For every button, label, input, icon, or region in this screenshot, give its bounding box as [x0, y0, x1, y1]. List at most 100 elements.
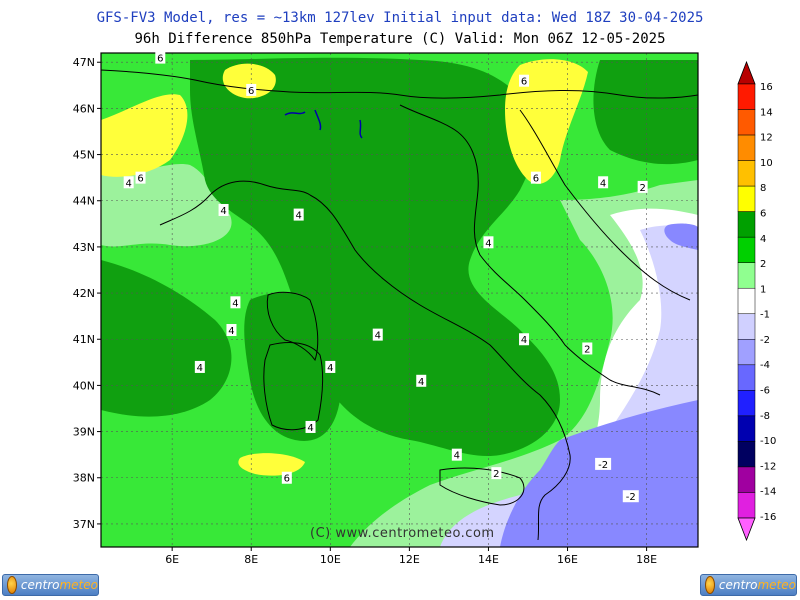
- alpine-lakes: [284, 109, 363, 139]
- centrometeo-logo-right[interactable]: centro meteo: [700, 574, 797, 596]
- contour-label-box: [416, 374, 427, 387]
- colorbar-segment: [737, 211, 756, 238]
- colorbar-segment: [737, 415, 756, 442]
- contour-label-box: [281, 471, 292, 484]
- colorbar-label: 6: [760, 208, 766, 219]
- colorbar-label: 16: [760, 82, 773, 93]
- colorbar-segment: [737, 109, 756, 136]
- contour-label-box: [598, 176, 609, 189]
- lakes: [284, 109, 363, 139]
- lat-label: 37N: [73, 518, 95, 531]
- colorbar-label: -6: [760, 386, 770, 397]
- colorbar-label: -12: [760, 461, 776, 472]
- lat-lon-grid: [101, 53, 698, 547]
- colorbar-label: 4: [760, 234, 766, 245]
- field-periwinkle-south: [500, 400, 698, 547]
- contour-label: 4: [454, 451, 460, 462]
- colorbar-segment: [737, 492, 756, 519]
- contour-label-box: [519, 333, 530, 346]
- contour-label: 4: [327, 363, 333, 374]
- colorbar-segment: [737, 134, 756, 161]
- contour-label-box: [582, 342, 593, 355]
- contour-label: 4: [521, 335, 527, 346]
- colorbar-label: 2: [760, 259, 766, 270]
- contour-label: 6: [248, 86, 254, 97]
- lon-label: 10E: [320, 553, 341, 566]
- contour-label-box: [519, 74, 530, 87]
- contour-label-box: [622, 490, 639, 503]
- contour-label: 4: [375, 331, 381, 342]
- colorbar-label: 10: [760, 158, 773, 169]
- lat-label: 41N: [73, 333, 95, 346]
- longitude-labels: 6E 8E 10E 12E 14E 16E 18E: [165, 547, 657, 566]
- temperature-field: [101, 53, 698, 547]
- colorbar-label: -1: [760, 310, 770, 321]
- contour-label: 4: [295, 211, 301, 222]
- contour-label-box: [325, 360, 336, 373]
- contour-label: 4: [307, 423, 313, 434]
- map-title-line-2: 96h Difference 850hPa Temperature (C) Va…: [134, 31, 666, 47]
- logo-globe-icon: [7, 576, 17, 594]
- field-dark-green-east: [593, 60, 698, 165]
- contour-label-box: [372, 328, 383, 341]
- colorbar-top-arrow: [737, 60, 756, 85]
- colorbar-segment: [737, 160, 756, 187]
- contour-label-box: [194, 360, 205, 373]
- colorbar-label: -2: [760, 335, 770, 346]
- colorbar-segment: [737, 236, 756, 263]
- lon-label: 14E: [478, 553, 499, 566]
- lon-label: 16E: [557, 553, 578, 566]
- colorbar-label: -8: [760, 411, 770, 422]
- lat-label: 39N: [73, 426, 95, 439]
- contour-label: 4: [418, 377, 424, 388]
- contour-label: 4: [232, 298, 238, 309]
- lat-label: 42N: [73, 287, 95, 300]
- contour-label: 6: [521, 77, 527, 88]
- contour-label: -2: [598, 460, 608, 471]
- colorbar-label: -14: [760, 487, 776, 498]
- contour-label: 6: [533, 174, 539, 185]
- contour-label-box: [595, 457, 612, 470]
- lat-label: 47N: [73, 56, 95, 69]
- colorbar-bottom-arrow: [737, 517, 756, 542]
- logo-word-1: centro: [718, 578, 758, 592]
- logo-word-2: meteo: [757, 578, 796, 592]
- colorbar-segment: [737, 441, 756, 468]
- coast-adriatic: [399, 104, 661, 396]
- coast-ligurian: [159, 180, 311, 226]
- colorbar-label: 1: [760, 284, 766, 295]
- contour-label: -2: [626, 492, 636, 503]
- field-yellow-west: [101, 94, 188, 177]
- logo-word-2: meteo: [59, 578, 98, 592]
- contour-label-box: [293, 208, 304, 221]
- colorbar-segment: [737, 466, 756, 493]
- border-alps: [100, 69, 699, 99]
- logo-globe-icon: [705, 576, 715, 594]
- coast-balkans: [519, 109, 691, 301]
- colorbar-segment: [737, 83, 756, 110]
- lat-label: 40N: [73, 379, 95, 392]
- lon-label: 18E: [636, 553, 657, 566]
- colorbar-segment: [737, 287, 756, 315]
- contour-label: 4: [220, 206, 226, 217]
- lon-label: 8E: [244, 553, 258, 566]
- contour-label-box: [637, 180, 648, 193]
- colorbar-segment: [737, 185, 756, 212]
- colorbar-label: 8: [760, 183, 766, 194]
- contour-label: 4: [125, 178, 131, 189]
- field-yellow-south: [238, 453, 305, 476]
- contour-label-box: [483, 236, 494, 249]
- centrometeo-logo-left[interactable]: centro meteo: [2, 574, 99, 596]
- contour-label: 4: [197, 363, 203, 374]
- lat-label: 38N: [73, 472, 95, 485]
- contour-label-box: [123, 176, 134, 189]
- contour-label-box: [218, 203, 229, 216]
- copyright-credit: (C) www.centrometeo.com: [310, 526, 495, 541]
- latitude-labels: 47N 46N 45N 44N 43N 42N 41N 40N 39N 38N 37N: [73, 56, 101, 531]
- colorbar-segment: [737, 390, 756, 417]
- contour-label: 6: [284, 474, 290, 485]
- coast-corsica: [266, 291, 319, 362]
- lat-label: 46N: [73, 102, 95, 115]
- temperature-colorbar: 16 14 12 10 8 6 4 2 1 -1 -2 -4 -6 -8 -10 -12 -14 -16: [737, 60, 776, 542]
